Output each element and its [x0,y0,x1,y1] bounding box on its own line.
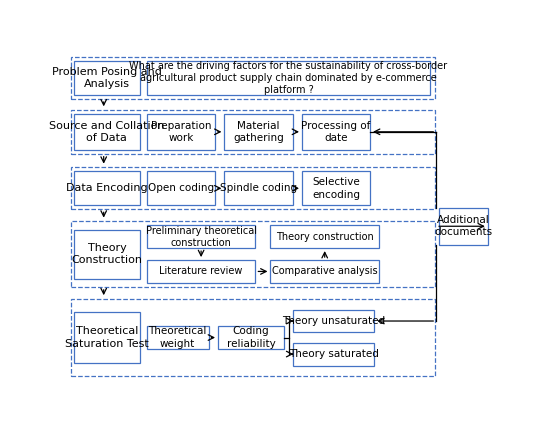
FancyBboxPatch shape [147,225,255,248]
FancyBboxPatch shape [147,260,255,283]
Text: Theoretical
Saturation Test: Theoretical Saturation Test [65,326,148,349]
FancyBboxPatch shape [439,208,488,245]
FancyBboxPatch shape [71,221,436,287]
Text: Material
gathering: Material gathering [233,120,284,143]
FancyBboxPatch shape [74,312,140,363]
Text: Theory
Construction: Theory Construction [72,243,142,265]
Text: Processing of
date: Processing of date [301,120,371,143]
FancyBboxPatch shape [74,61,140,95]
FancyBboxPatch shape [302,114,370,150]
FancyBboxPatch shape [147,114,215,150]
Text: Theory saturated: Theory saturated [289,349,379,359]
Text: Comparative analysis: Comparative analysis [272,266,377,276]
FancyBboxPatch shape [271,225,379,248]
FancyBboxPatch shape [147,61,430,95]
FancyBboxPatch shape [271,260,379,283]
FancyBboxPatch shape [71,57,436,99]
Text: Theory construction: Theory construction [276,232,373,242]
Text: Spindle coding: Spindle coding [220,184,297,193]
FancyBboxPatch shape [293,310,375,332]
FancyBboxPatch shape [71,167,436,209]
FancyBboxPatch shape [74,114,140,150]
FancyBboxPatch shape [302,171,370,205]
Text: Problem Posing and
Analysis: Problem Posing and Analysis [52,67,162,89]
Text: Source and Collation
of Data: Source and Collation of Data [49,120,164,143]
Text: Open coding: Open coding [148,184,214,193]
FancyBboxPatch shape [147,326,208,349]
FancyBboxPatch shape [224,171,293,205]
FancyBboxPatch shape [71,110,436,154]
FancyBboxPatch shape [74,230,140,279]
FancyBboxPatch shape [224,114,293,150]
FancyBboxPatch shape [147,171,215,205]
FancyBboxPatch shape [218,326,284,349]
Text: Selective
encoding: Selective encoding [312,177,360,199]
Text: Theoretical
weight: Theoretical weight [148,326,207,349]
Text: Preliminary theoretical
construction: Preliminary theoretical construction [146,226,257,248]
Text: Literature review: Literature review [160,266,243,276]
FancyBboxPatch shape [74,171,140,205]
FancyBboxPatch shape [293,343,375,366]
FancyBboxPatch shape [71,299,436,376]
Text: Data Encoding: Data Encoding [66,184,148,193]
Text: Additional
documents: Additional documents [434,215,492,237]
Text: Theory unsaturated: Theory unsaturated [282,316,386,326]
Text: Coding
reliability: Coding reliability [227,326,276,349]
Text: Preparation
work: Preparation work [151,120,211,143]
Text: What are the driving factors for the sustainability of cross-border
agricultural: What are the driving factors for the sus… [129,60,448,95]
